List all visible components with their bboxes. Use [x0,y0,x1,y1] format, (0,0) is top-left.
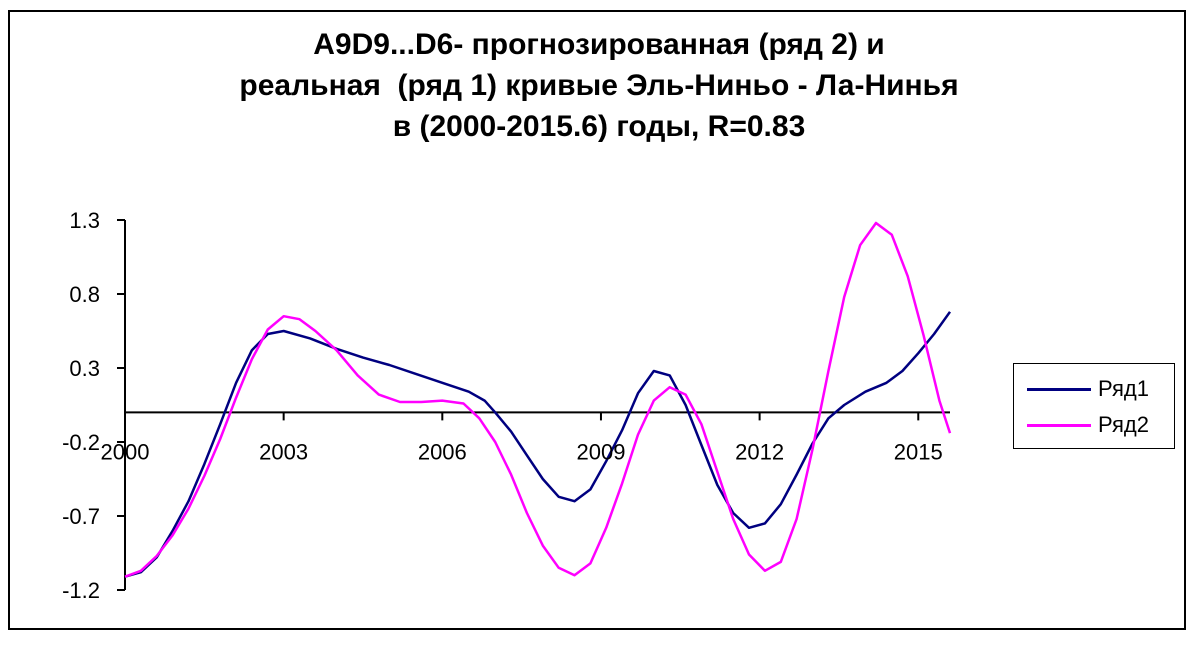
x-tick-label: 2009 [576,439,625,464]
legend-swatch-series-2 [1027,424,1091,427]
y-tick-label: 0.3 [69,356,100,381]
legend-label-series-2: Ряд2 [1098,412,1149,437]
chart-title-line-2: реальная (ряд 1) кривые Эль-Ниньо - Ла-Н… [239,69,959,102]
chart-title-line-3: в (2000-2015.6) годы, R=0.83 [392,110,806,143]
y-tick-label: 1.3 [69,208,100,233]
series-line-2 [124,221,952,578]
x-tick-label: 2003 [259,439,308,464]
legend-item-series-1: Ряд1 [1014,374,1174,404]
legend-swatch-series-1 [1027,388,1091,391]
chart-frame [8,10,1186,630]
x-tick-label: 2000 [101,439,150,464]
x-tick-label: 2015 [894,439,943,464]
chart-title-line-1: A9D9...D6- прогнозированная (ряд 2) и [313,28,885,61]
legend-item-series-2: Ряд2 [1014,410,1174,440]
x-tick-label: 2006 [418,439,467,464]
x-tick-label: 2012 [735,439,784,464]
legend-label-series-1: Ряд1 [1098,376,1149,401]
y-tick-label: -0.2 [62,430,100,455]
legend: Ряд1 Ряд2 [1013,363,1175,449]
axes [117,219,950,591]
y-tick-label: -0.7 [62,504,100,529]
tick-labels: 1.3 0.8 0.3 -0.2 -0.7 -1.2 2000 2003 2006 2009 201… [62,208,943,603]
y-tick-label: 0.8 [69,282,100,307]
series-lines [124,221,952,578]
y-tick-label: -1.2 [62,578,100,603]
chart-title: A9D9...D6- прогнозированная (ряд 2) и ре… [0,24,1198,147]
